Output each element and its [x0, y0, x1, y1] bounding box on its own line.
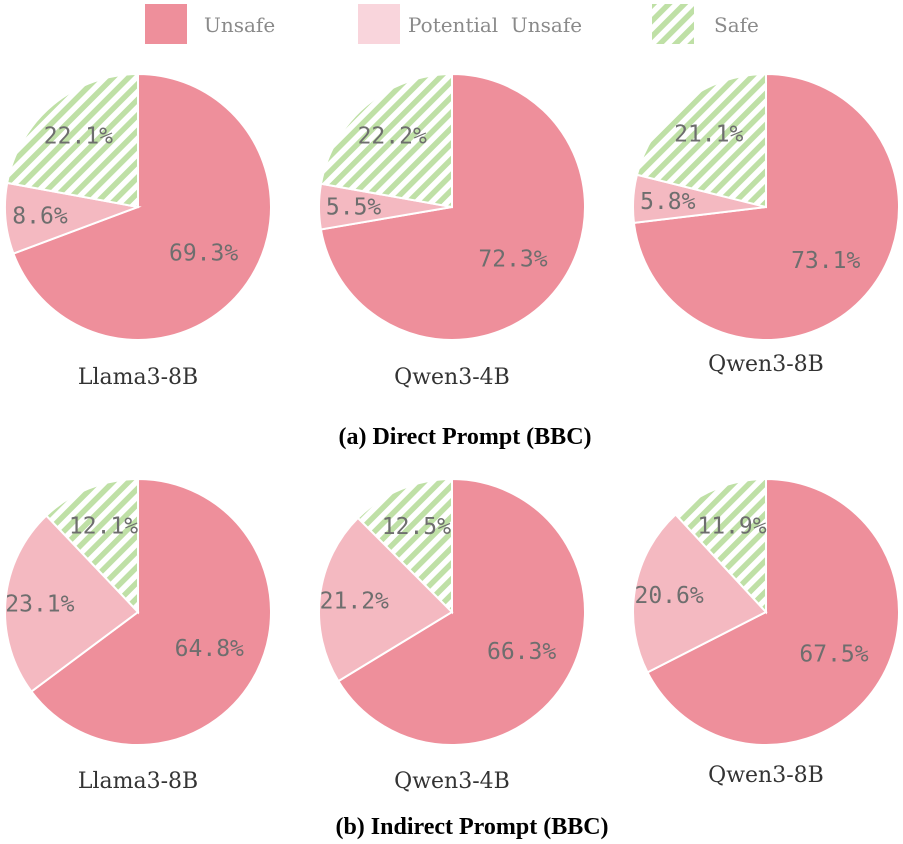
pie-slice-unsafe — [337, 477, 586, 746]
legend-item-safe: Safe — [652, 4, 759, 44]
pie-label-safe: 11.9% — [697, 513, 766, 539]
pie-slice-safe — [44, 477, 139, 615]
pie-label-unsafe: 72.3% — [478, 246, 547, 272]
legend-label-unsafe: Unsafe — [204, 13, 275, 37]
pie-label-unsafe: 73.1% — [791, 248, 860, 274]
legend-swatch-safe — [652, 4, 694, 44]
pie-slice-unsafe — [12, 72, 273, 341]
pie-label-potential-unsafe: 5.8% — [640, 189, 696, 215]
pie-label-potential-unsafe: 8.6% — [12, 204, 68, 230]
pie-slice-safe — [319, 72, 453, 209]
pie-title-indirect-llama3-8b: Llama3-8B — [78, 769, 198, 794]
legend-swatch-unsafe — [145, 4, 187, 44]
caption-direct-prompt: (a) Direct Prompt (BBC) — [338, 424, 591, 450]
pie-direct-qwen3-4b: 72.3% 5.5% 22.2% — [318, 72, 586, 341]
pie-label-potential-unsafe: 5.5% — [326, 195, 382, 221]
pie-indirect-llama3-8b: 64.8% 23.1% 12.1% — [4, 477, 272, 746]
pie-label-safe: 22.1% — [44, 124, 113, 150]
legend-label-safe: Safe — [714, 13, 759, 37]
pie-label-unsafe: 67.5% — [799, 642, 868, 668]
pie-slice-safe — [6, 72, 139, 209]
legend-item-unsafe: Unsafe — [145, 4, 275, 44]
pie-label-safe: 12.5% — [382, 514, 451, 540]
pie-slice-unsafe — [29, 477, 272, 746]
pie-slice-safe — [356, 477, 453, 615]
pie-direct-qwen3-8b: 73.1% 5.8% 21.1% — [632, 72, 900, 341]
pie-slice-unsafe — [646, 477, 900, 746]
caption-indirect-prompt: (b) Indirect Prompt (BBC) — [335, 814, 608, 840]
pie-label-unsafe: 66.3% — [487, 639, 556, 665]
pie-title-direct-llama3-8b: Llama3-8B — [78, 365, 198, 390]
pie-title-direct-qwen3-4b: Qwen3-4B — [394, 365, 510, 390]
pie-label-safe: 22.2% — [358, 124, 427, 150]
pie-title-indirect-qwen3-8b: Qwen3-8B — [708, 763, 824, 788]
pie-slice-potential-unsafe — [318, 516, 454, 683]
pie-label-safe: 12.1% — [69, 514, 138, 540]
pie-label-potential-unsafe: 23.1% — [5, 592, 74, 618]
legend-swatch-potential-unsafe — [358, 4, 400, 44]
pie-label-potential-unsafe: 20.6% — [634, 583, 703, 609]
legend: Unsafe Potential Unsafe Safe — [145, 4, 759, 44]
pie-slice-potential-unsafe — [4, 514, 140, 693]
legend-item-potential-unsafe: Potential Unsafe — [358, 4, 582, 44]
pie-direct-llama3-8b: 69.3% 8.6% 22.1% — [4, 72, 273, 341]
pie-label-unsafe: 69.3% — [169, 241, 238, 267]
pie-label-potential-unsafe: 21.2% — [320, 588, 389, 614]
pie-label-safe: 21.1% — [674, 122, 743, 148]
pie-slice-safe — [635, 72, 767, 209]
pie-title-indirect-qwen3-4b: Qwen3-4B — [394, 769, 510, 794]
pie-slice-safe — [674, 477, 767, 615]
legend-label-potential-unsafe: Potential Unsafe — [408, 13, 582, 37]
pie-indirect-qwen3-8b: 67.5% 20.6% 11.9% — [632, 477, 900, 746]
pie-slice-potential-unsafe — [632, 513, 768, 674]
pie-indirect-qwen3-4b: 66.3% 21.2% 12.5% — [318, 477, 586, 746]
pie-label-unsafe: 64.8% — [175, 636, 244, 662]
pie-title-direct-qwen3-8b: Qwen3-8B — [708, 352, 824, 377]
